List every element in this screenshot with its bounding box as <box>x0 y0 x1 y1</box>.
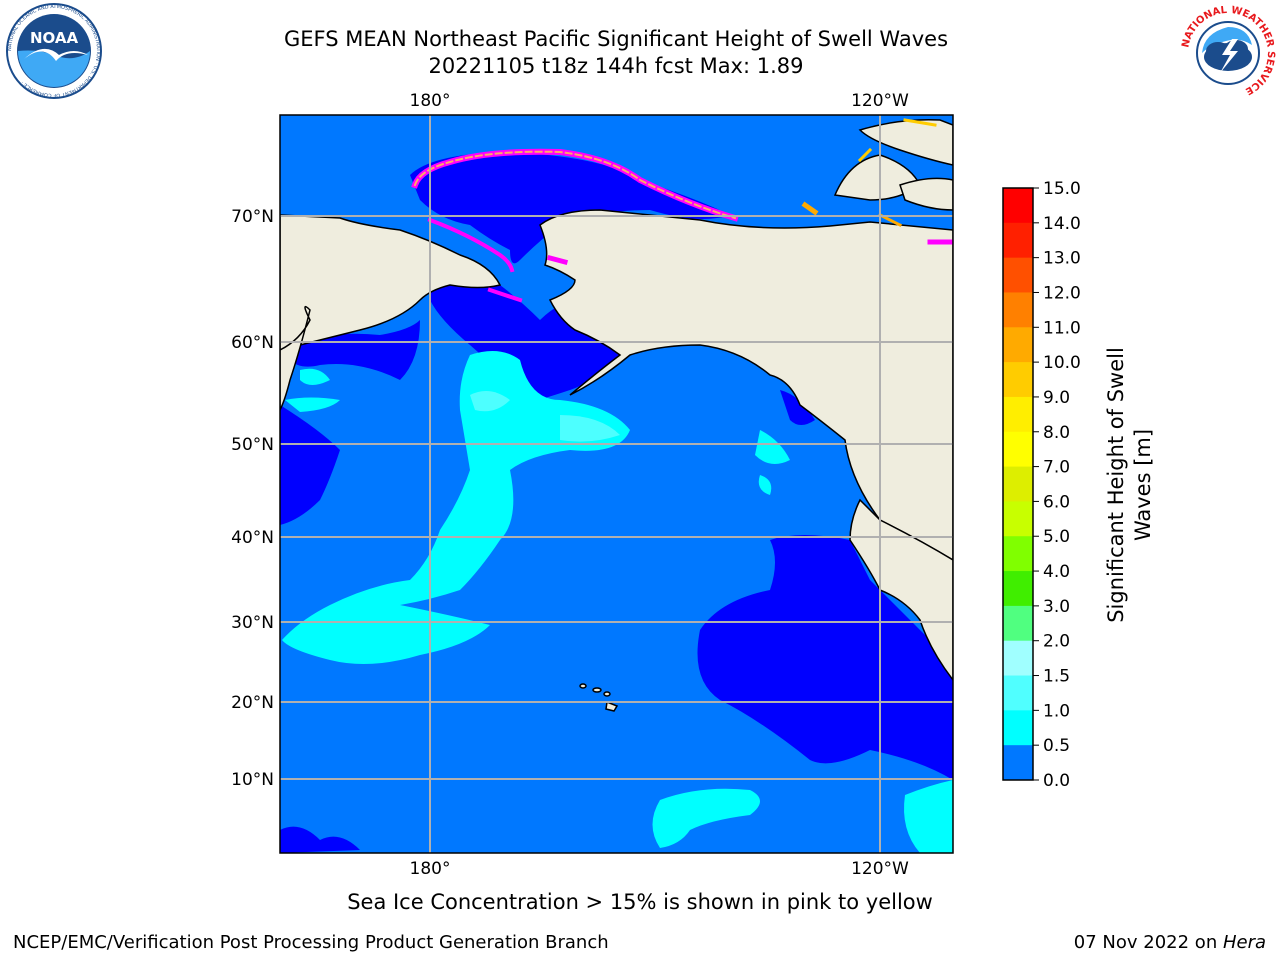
colorbar-tick-label: 4.0 <box>1043 562 1070 582</box>
colorbar-segment <box>1003 605 1033 642</box>
colorbar-segment <box>1003 362 1033 398</box>
colorbar-tick-label: 11.0 <box>1043 318 1081 338</box>
colorbar-segment <box>1003 396 1033 433</box>
sea-ice-note: Sea Ice Concentration > 15% is shown in … <box>0 890 1280 914</box>
lat-label-10n: 10°N <box>231 770 274 790</box>
colorbar-tick-label: 9.0 <box>1043 388 1070 408</box>
sea-ice-edge <box>411 118 953 303</box>
hawaii-islands <box>579 683 619 712</box>
colorbar-tick-label: 12.0 <box>1043 283 1081 303</box>
footer-credit: NCEP/EMC/Verification Post Processing Pr… <box>13 932 609 953</box>
colorbar-tick-label: 8.0 <box>1043 423 1070 443</box>
colorbar-segment <box>1003 257 1033 293</box>
svg-text:NOAA: NOAA <box>30 29 79 47</box>
graticule <box>280 115 953 853</box>
map-title: GEFS MEAN Northeast Pacific Significant … <box>283 27 949 51</box>
colorbar-tick-label: 6.0 <box>1043 492 1070 512</box>
map-subtitle: 20221105 t18z 144h fcst Max: 1.89 <box>428 54 804 78</box>
colorbar-tick-label: 0.5 <box>1043 736 1070 756</box>
sea-ice-note-text: Sea Ice Concentration > 15% is shown in … <box>347 890 933 914</box>
colorbar-tick-label: 13.0 <box>1043 249 1081 269</box>
colorbar-segment <box>1003 501 1033 537</box>
colorbar-tick-label: 2.0 <box>1043 632 1070 652</box>
swell-band-1.0-1.5 <box>282 351 953 853</box>
colorbar-tick-label: 7.0 <box>1043 458 1070 478</box>
colorbar-tick-label: 3.0 <box>1043 597 1070 617</box>
colorbar-segment <box>1003 710 1033 746</box>
noaa-logo-icon: NOAA NATIONAL OCEANIC AND ATMOSPHERIC AD… <box>4 3 104 107</box>
colorbar <box>1003 188 1033 781</box>
footer-host: Hera <box>1222 932 1266 953</box>
lat-label-50n: 50°N <box>231 435 274 455</box>
lat-label-70n: 70°N <box>231 207 274 227</box>
colorbar-tick-label: 0.0 <box>1043 771 1070 791</box>
colorbar-tick-label: 14.0 <box>1043 214 1081 234</box>
map-frame <box>279 114 954 854</box>
colorbar-title-line2: Waves [m] <box>1131 429 1155 541</box>
land-masses <box>280 118 953 682</box>
lat-label-20n: 20°N <box>231 693 274 713</box>
lat-label-60n: 60°N <box>231 333 274 353</box>
colorbar-segment <box>1003 327 1033 363</box>
lon-label-top-180: 180° <box>410 91 451 111</box>
colorbar-tick-label: 10.0 <box>1043 353 1081 373</box>
colorbar-frame <box>1002 187 1034 781</box>
colorbar-tick-label: 1.5 <box>1043 667 1070 687</box>
lon-label-top-120w: 120°W <box>851 91 909 111</box>
colorbar-segment <box>1003 640 1033 677</box>
colorbar-segment <box>1003 222 1033 259</box>
swell-band-1.5-2.0 <box>470 391 620 442</box>
colorbar-title-line1: Significant Height of Swell <box>1104 347 1128 623</box>
colorbar-segment <box>1003 571 1033 607</box>
colorbar-tick-labels: 15.0 14.0 13.0 12.0 11.0 10.0 9.0 8.0 7.0 6.0 5.0 4… <box>1033 179 1081 791</box>
colorbar-segment <box>1003 431 1033 468</box>
colorbar-tick-label: 15.0 <box>1043 179 1081 199</box>
footer-date-text: 07 Nov 2022 on <box>1073 932 1223 953</box>
lat-label-30n: 30°N <box>231 613 274 633</box>
colorbar-segment <box>1003 188 1033 224</box>
footer-date: 07 Nov 2022 on Hera <box>1074 932 1266 953</box>
colorbar-tick-label: 5.0 <box>1043 527 1070 547</box>
colorbar-segment <box>1003 466 1033 502</box>
colorbar-segment <box>1003 536 1033 572</box>
colorbar-segment <box>1003 745 1033 781</box>
lon-label-bottom-180: 180° <box>410 859 451 879</box>
colorbar-segment <box>1003 292 1033 328</box>
nws-logo-icon: NATIONAL WEATHER SERVICE <box>1178 3 1278 107</box>
lon-label-bottom-120w: 120°W <box>851 859 909 879</box>
colorbar-tick-label: 1.0 <box>1043 701 1070 721</box>
lat-label-40n: 40°N <box>231 528 274 548</box>
colorbar-segment <box>1003 675 1033 711</box>
